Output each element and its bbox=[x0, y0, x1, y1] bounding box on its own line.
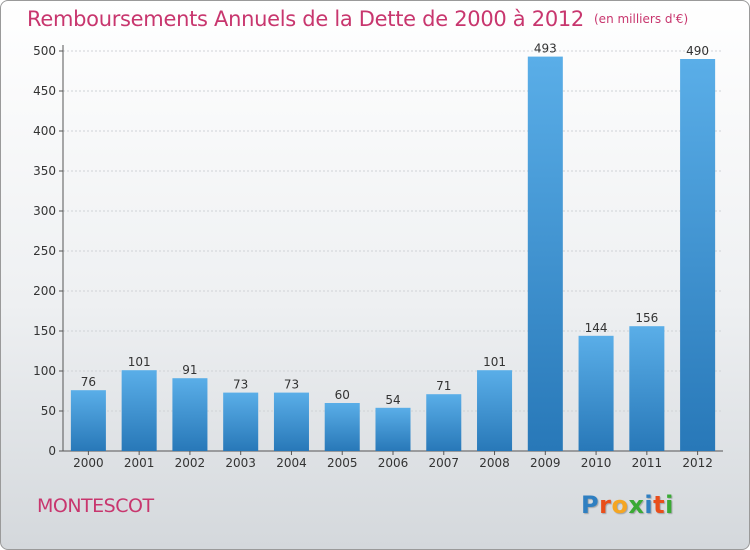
x-tick-label-2000: 2000 bbox=[73, 456, 104, 470]
data-label-2001: 101 bbox=[128, 355, 151, 369]
chart-title-text: Remboursements Annuels de la Dette de 20… bbox=[27, 7, 584, 31]
logo-letter: x bbox=[628, 491, 645, 519]
x-tick-label-2011: 2011 bbox=[632, 456, 663, 470]
data-label-2011: 156 bbox=[635, 311, 658, 325]
data-label-2006: 54 bbox=[385, 393, 400, 407]
logo-letter: i bbox=[665, 491, 674, 519]
bar-2002 bbox=[172, 378, 208, 451]
data-label-2012: 490 bbox=[686, 44, 709, 58]
data-label-2005: 60 bbox=[335, 388, 350, 402]
bar-2010 bbox=[578, 335, 614, 451]
bar-2003 bbox=[223, 392, 259, 451]
chart-unit-note: (en milliers d'€) bbox=[594, 12, 689, 26]
bars bbox=[70, 56, 716, 451]
data-label-2004: 73 bbox=[284, 378, 299, 392]
data-label-2007: 71 bbox=[436, 379, 451, 393]
grid-lines bbox=[63, 50, 723, 412]
bar-2004 bbox=[273, 392, 309, 451]
bar-2001 bbox=[121, 370, 157, 451]
proxiti-logo: Proxiti bbox=[581, 491, 674, 519]
y-tick-label: 0 bbox=[48, 444, 56, 458]
y-tick-labels: 0 50 100 150 200 250 300 350 400 450 500 bbox=[33, 44, 56, 458]
logo-letter: r bbox=[599, 491, 612, 519]
bar-2012 bbox=[680, 59, 716, 451]
x-tick-label-2002: 2002 bbox=[175, 456, 206, 470]
y-tick-label: 400 bbox=[33, 124, 56, 138]
logo-letter: t bbox=[653, 491, 666, 519]
data-label-2002: 91 bbox=[182, 363, 197, 377]
y-tick-label: 450 bbox=[33, 84, 56, 98]
commune-name: MONTESCOT bbox=[37, 495, 154, 517]
x-tick-label-2003: 2003 bbox=[225, 456, 256, 470]
x-tick-label-2001: 2001 bbox=[124, 456, 155, 470]
y-tick-label: 350 bbox=[33, 164, 56, 178]
x-tick-label-2009: 2009 bbox=[530, 456, 561, 470]
data-label-2010: 144 bbox=[585, 321, 608, 335]
x-tick-label-2006: 2006 bbox=[378, 456, 409, 470]
y-tick-label: 100 bbox=[33, 364, 56, 378]
x-tick-labels: 2000 2001 2002 2003 2004 2005 2006 2007 2008 2009… bbox=[73, 456, 713, 470]
data-label-2000: 76 bbox=[81, 375, 96, 389]
data-label-2008: 101 bbox=[483, 355, 506, 369]
logo-letter: P bbox=[581, 491, 600, 519]
bar-2000 bbox=[70, 390, 106, 451]
y-tick-label: 50 bbox=[41, 404, 56, 418]
y-tick-label: 250 bbox=[33, 244, 56, 258]
bar-2007 bbox=[426, 394, 462, 451]
y-tick-label: 300 bbox=[33, 204, 56, 218]
x-tick-label-2008: 2008 bbox=[479, 456, 510, 470]
chart-title: Remboursements Annuels de la Dette de 20… bbox=[27, 7, 688, 31]
bar-2009 bbox=[527, 56, 563, 451]
x-tick-label-2005: 2005 bbox=[327, 456, 358, 470]
logo-letter: i bbox=[644, 491, 654, 519]
y-tick-label: 150 bbox=[33, 324, 56, 338]
bar-2011 bbox=[629, 326, 665, 451]
x-tick-label-2007: 2007 bbox=[428, 456, 459, 470]
logo-letter: o bbox=[611, 491, 629, 519]
bar-2005 bbox=[324, 403, 360, 451]
bar-2008 bbox=[477, 370, 513, 451]
x-tick-label-2010: 2010 bbox=[581, 456, 612, 470]
data-labels: 76 101 91 73 73 60 54 71 101 493 144 156 490 bbox=[81, 42, 709, 407]
y-tick-label: 200 bbox=[33, 284, 56, 298]
x-tick-label-2012: 2012 bbox=[682, 456, 713, 470]
y-tick-label: 500 bbox=[33, 44, 56, 58]
data-label-2003: 73 bbox=[233, 378, 248, 392]
data-label-2009: 493 bbox=[534, 42, 557, 56]
bar-2006 bbox=[375, 407, 411, 451]
x-tick-label-2004: 2004 bbox=[276, 456, 307, 470]
